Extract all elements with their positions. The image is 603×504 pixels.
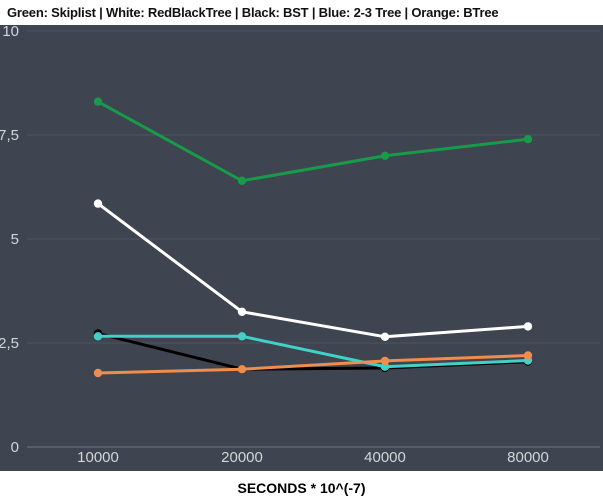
series-point-redblacktree — [237, 307, 247, 316]
x-tick-label: 80000 — [507, 449, 549, 466]
series-point-redblacktree — [523, 322, 533, 331]
y-tick-label: 7,5 — [0, 127, 19, 144]
series-line-skiplist — [96, 100, 530, 183]
series-line-btree — [96, 354, 530, 375]
y-tick-label: 2,5 — [0, 335, 19, 352]
chart-legend-title-bar: Green: Skiplist | White: RedBlackTree | … — [0, 0, 603, 25]
series-point-skiplist — [237, 176, 247, 185]
series-point-btree — [93, 368, 103, 378]
series-point-2-3-tree — [237, 332, 247, 341]
series-point-skiplist — [93, 97, 103, 106]
y-tick-label: 5 — [11, 231, 19, 248]
x-axis-title: SECONDS * 10^(-7) — [237, 479, 366, 496]
line-chart: 0 2,5 5 7,5 10 10000 20000 40000 80000 — [0, 25, 600, 466]
x-tick-label: 40000 — [364, 449, 406, 466]
series-point-redblacktree — [380, 332, 390, 341]
series-line-redblacktree — [96, 202, 530, 339]
series-point-redblacktree — [93, 199, 103, 208]
series-point-btree — [380, 356, 390, 366]
x-tick-label: 20000 — [221, 449, 263, 466]
series-point-btree — [237, 365, 247, 374]
series-point-btree — [523, 351, 533, 360]
chart-area: 0 2,5 5 7,5 10 10000 20000 40000 80000 — [0, 25, 603, 471]
chart-legend-title: Green: Skiplist | White: RedBlackTree | … — [7, 5, 499, 20]
series-point-2-3-tree — [93, 332, 103, 341]
x-axis-title-bar: SECONDS * 10^(-7) — [0, 471, 603, 504]
y-tick-label: 10 — [2, 25, 19, 40]
series-point-skiplist — [380, 151, 390, 160]
series-line-2-3-tree — [96, 334, 530, 369]
series-point-2-3-tree — [380, 362, 390, 371]
y-tick-label: 0 — [11, 439, 19, 456]
x-tick-label: 10000 — [77, 449, 119, 466]
series-point-skiplist — [523, 135, 533, 144]
